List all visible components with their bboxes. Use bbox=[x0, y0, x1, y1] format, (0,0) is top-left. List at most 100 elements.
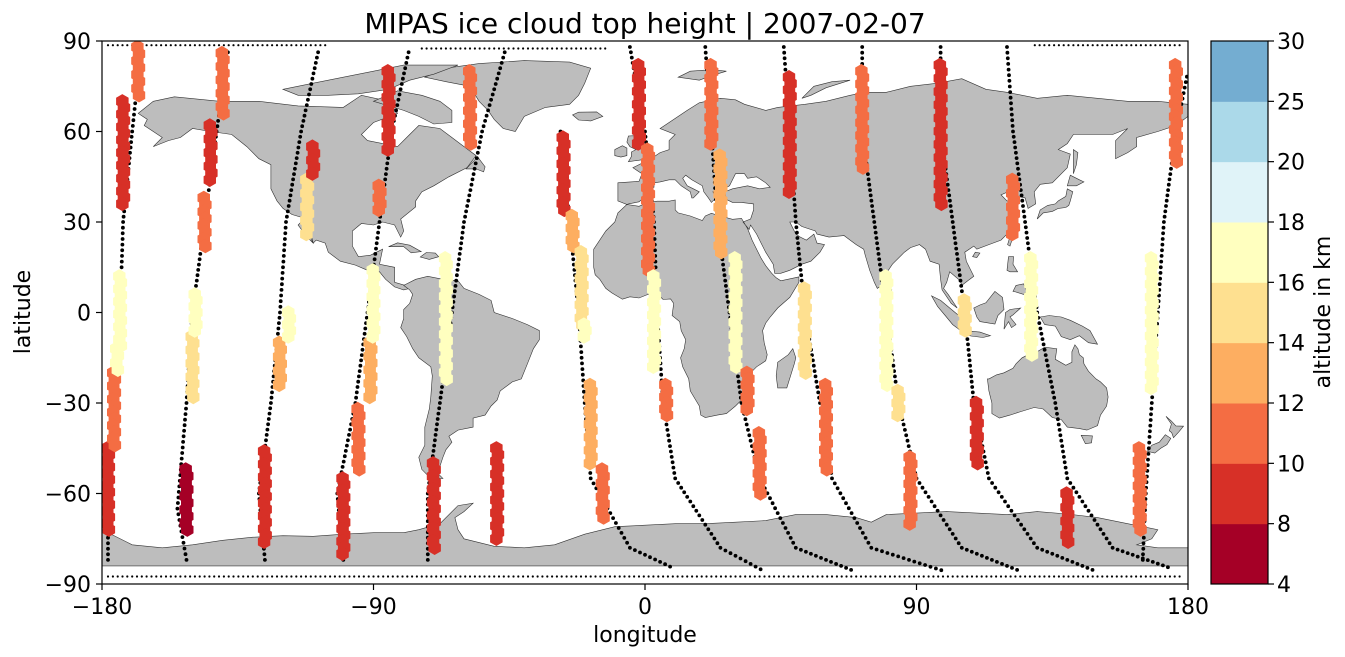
track-point bbox=[1051, 390, 1055, 395]
track-point bbox=[866, 177, 871, 182]
cloud-marker bbox=[782, 184, 796, 199]
cloud-marker bbox=[199, 238, 212, 254]
track-point bbox=[242, 44, 245, 47]
cloud-detections bbox=[102, 41, 1183, 561]
track-point bbox=[1130, 44, 1133, 47]
track-point bbox=[1065, 558, 1070, 562]
y-tick-label: −30 bbox=[45, 392, 91, 417]
land-canadian-islands bbox=[281, 64, 459, 96]
cloud-marker bbox=[132, 88, 146, 103]
track-point bbox=[709, 532, 714, 536]
track-point bbox=[329, 575, 332, 578]
track-point bbox=[893, 575, 896, 578]
track-point bbox=[285, 44, 288, 47]
track-point bbox=[364, 315, 369, 320]
track-point bbox=[1178, 44, 1181, 47]
track-point bbox=[1125, 575, 1128, 578]
track-point bbox=[1146, 457, 1150, 462]
track-point bbox=[261, 575, 264, 578]
track-point bbox=[869, 575, 872, 578]
track-point bbox=[1037, 321, 1042, 325]
colorbar-band bbox=[1211, 523, 1268, 585]
chart-title: MIPAS ice cloud top height | 2007-02-07 bbox=[364, 7, 925, 40]
track-point bbox=[638, 550, 642, 555]
track-point bbox=[625, 540, 629, 545]
track-point bbox=[374, 246, 378, 251]
track-point bbox=[377, 575, 380, 578]
track-point bbox=[468, 575, 472, 578]
track-point bbox=[1150, 395, 1155, 400]
track-point bbox=[501, 55, 506, 60]
track-point bbox=[672, 471, 677, 475]
track-point bbox=[348, 575, 351, 578]
track-point bbox=[507, 575, 510, 578]
cloud-segment-18 bbox=[336, 471, 351, 561]
land-new-zealand-north bbox=[1165, 416, 1185, 439]
track-point bbox=[526, 47, 530, 50]
track-point bbox=[382, 575, 385, 578]
track-point bbox=[517, 47, 520, 50]
track-point bbox=[1006, 62, 1011, 66]
track-point bbox=[1023, 225, 1028, 230]
track-point bbox=[912, 559, 917, 564]
track-point bbox=[1019, 193, 1024, 198]
track-point bbox=[455, 268, 460, 272]
track-point bbox=[966, 347, 971, 352]
track-point bbox=[227, 575, 230, 578]
cloud-segment-5 bbox=[116, 94, 131, 212]
track-point bbox=[1130, 575, 1133, 578]
track-point bbox=[1025, 532, 1030, 536]
land-japan-honshu bbox=[1036, 188, 1074, 220]
track-point bbox=[1061, 449, 1065, 454]
track-point bbox=[880, 549, 884, 554]
track-point bbox=[179, 456, 184, 461]
track-point bbox=[1158, 276, 1162, 281]
track-point bbox=[575, 47, 578, 50]
track-point bbox=[478, 575, 481, 578]
track-point bbox=[898, 575, 901, 578]
track-point bbox=[319, 44, 322, 47]
track-point bbox=[488, 47, 491, 50]
track-point bbox=[860, 45, 865, 49]
track-point bbox=[1154, 575, 1157, 578]
track-point bbox=[169, 575, 172, 578]
land-philippines-luzon bbox=[1006, 256, 1019, 273]
track-point bbox=[969, 374, 974, 379]
track-point bbox=[343, 449, 348, 453]
track-point bbox=[923, 563, 927, 567]
track-point bbox=[420, 47, 423, 50]
track-point bbox=[589, 575, 592, 578]
colorbar-band bbox=[1211, 222, 1268, 283]
cloud-segment-11 bbox=[203, 118, 218, 187]
track-point bbox=[121, 220, 125, 224]
track-point bbox=[512, 47, 515, 50]
track-point bbox=[1072, 44, 1075, 47]
track-point bbox=[797, 575, 800, 578]
track-point bbox=[1053, 575, 1056, 578]
track-point bbox=[435, 422, 439, 427]
track-point bbox=[386, 156, 390, 161]
track-point bbox=[296, 145, 301, 150]
track-point bbox=[948, 204, 953, 208]
track-point bbox=[1039, 331, 1044, 336]
track-point bbox=[454, 575, 457, 578]
track-point bbox=[1080, 564, 1085, 568]
track-point bbox=[937, 575, 940, 578]
track-point bbox=[878, 262, 882, 267]
track-point bbox=[356, 379, 361, 384]
track-point bbox=[1038, 575, 1041, 578]
track-point bbox=[184, 558, 189, 562]
track-point bbox=[622, 536, 627, 540]
track-point bbox=[126, 44, 129, 47]
track-point bbox=[1083, 504, 1088, 509]
track-point bbox=[1014, 575, 1017, 578]
track-point bbox=[1033, 44, 1036, 47]
track-point bbox=[295, 44, 298, 47]
land-tasmania bbox=[1080, 434, 1093, 445]
track-point bbox=[477, 145, 481, 150]
track-point bbox=[955, 257, 960, 262]
track-point bbox=[903, 428, 907, 432]
track-point bbox=[1006, 504, 1011, 509]
track-point bbox=[176, 495, 181, 500]
cloud-marker bbox=[381, 142, 394, 157]
